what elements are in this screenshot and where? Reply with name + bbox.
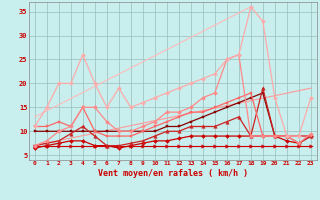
X-axis label: Vent moyen/en rafales ( km/h ): Vent moyen/en rafales ( km/h ) — [98, 169, 248, 178]
